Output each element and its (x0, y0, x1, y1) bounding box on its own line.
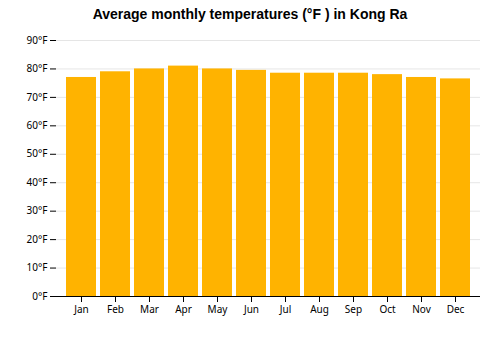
svg-text:Nov: Nov (412, 302, 431, 316)
svg-text:20°F: 20°F (27, 232, 48, 246)
html-text:Average monthly temperatures (: Average monthly temperatures (°F ) in Ko… (92, 6, 408, 22)
svg-text:Jul: Jul (279, 302, 292, 316)
svg-text:70°F: 70°F (27, 90, 48, 104)
svg-text:Aug: Aug (310, 302, 329, 316)
svg-text:30°F: 30°F (27, 203, 48, 217)
svg-text:Apr: Apr (175, 302, 192, 316)
svg-text:Jan: Jan (73, 302, 89, 316)
svg-text:0°F: 0°F (32, 289, 47, 303)
svg-text:Oct: Oct (379, 302, 396, 316)
svg-text:May: May (208, 302, 229, 316)
svg-text:10°F: 10°F (27, 260, 48, 274)
svg-text:50°F: 50°F (27, 146, 48, 160)
svg-text:80°F: 80°F (27, 61, 48, 75)
svg-text:Mar: Mar (140, 302, 159, 316)
svg-text:Jun: Jun (243, 302, 259, 316)
svg-text:Feb: Feb (107, 302, 124, 316)
svg-text:60°F: 60°F (27, 118, 48, 132)
svg-text:90°F: 90°F (27, 33, 48, 47)
svg-text:Dec: Dec (447, 302, 465, 316)
svg-text:Sep: Sep (345, 302, 362, 316)
svg-text:40°F: 40°F (27, 175, 48, 189)
